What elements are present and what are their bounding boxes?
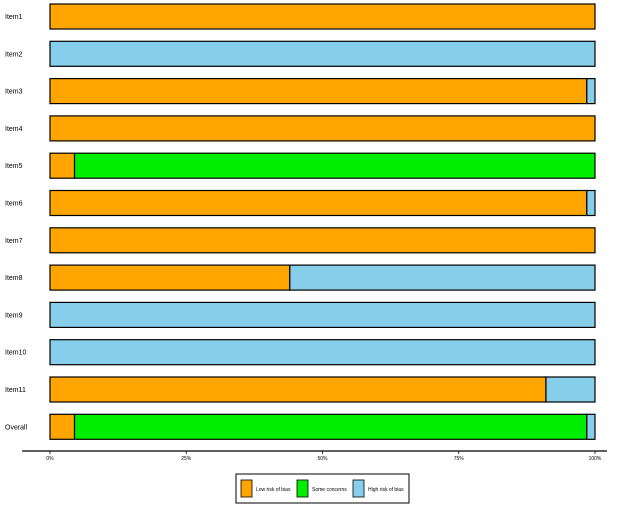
bar-1-series-1	[49, 3, 596, 30]
bar-5-series-1	[49, 152, 76, 179]
bar-12-series-1	[49, 413, 76, 440]
bar-8-series-3	[289, 264, 596, 291]
category-label: Item7	[5, 238, 23, 245]
legend-swatch-3	[352, 479, 365, 498]
bar-2-series-3	[49, 40, 596, 67]
bar-8-series-1	[49, 264, 291, 291]
bar-12-series-2	[73, 413, 588, 440]
x-axis-ticks: 0% 25% 50% 75% 100%	[46, 451, 602, 462]
category-label: Item1	[5, 14, 23, 21]
bar-9-series-3	[49, 301, 596, 328]
legend: Low risk of bias Some concerns High risk o…	[235, 473, 410, 504]
bar-3-series-1	[49, 77, 588, 105]
legend-box	[235, 473, 410, 504]
category-label: Item6	[5, 201, 23, 208]
bar-4-series-1	[49, 115, 596, 142]
category-label: Item9	[5, 312, 23, 319]
category-label: Item4	[5, 126, 23, 133]
bar-5-series-2	[73, 152, 596, 179]
legend-label-3: High risk of bias	[368, 487, 404, 493]
bar-11-series-1	[49, 376, 547, 403]
bar-12-series-3	[586, 413, 596, 440]
x-tick-label: 50%	[317, 456, 328, 462]
x-tick-label: 25%	[181, 456, 192, 462]
bar-7-series-1	[49, 227, 596, 254]
category-label: Item8	[5, 275, 23, 282]
category-label: Item11	[5, 387, 26, 394]
category-labels: Item1 Item2 Item3 Item4 Item5 Item6 Item7 Item8…	[5, 14, 28, 431]
x-tick-label: 75%	[454, 456, 465, 462]
bar-11-series-3	[545, 376, 596, 403]
legend-swatch-1	[240, 479, 253, 498]
bar-10-series-3	[49, 339, 596, 366]
category-label: Item10	[5, 350, 27, 357]
bar-6-series-1	[49, 189, 588, 217]
category-label: Overall	[5, 424, 28, 431]
category-label: Item3	[5, 89, 23, 96]
x-tick-label: 100%	[589, 456, 602, 462]
category-label: Item2	[5, 51, 23, 58]
bar-3-series-3	[586, 77, 596, 105]
legend-swatch-2	[296, 479, 309, 498]
bar-6-series-3	[586, 189, 596, 217]
x-tick-label: 0%	[46, 456, 54, 462]
legend-label-2: Some concerns	[312, 487, 347, 493]
bars-layer	[49, 3, 596, 440]
legend-label-1: Low risk of bias	[256, 487, 291, 493]
category-label: Item5	[5, 163, 23, 170]
